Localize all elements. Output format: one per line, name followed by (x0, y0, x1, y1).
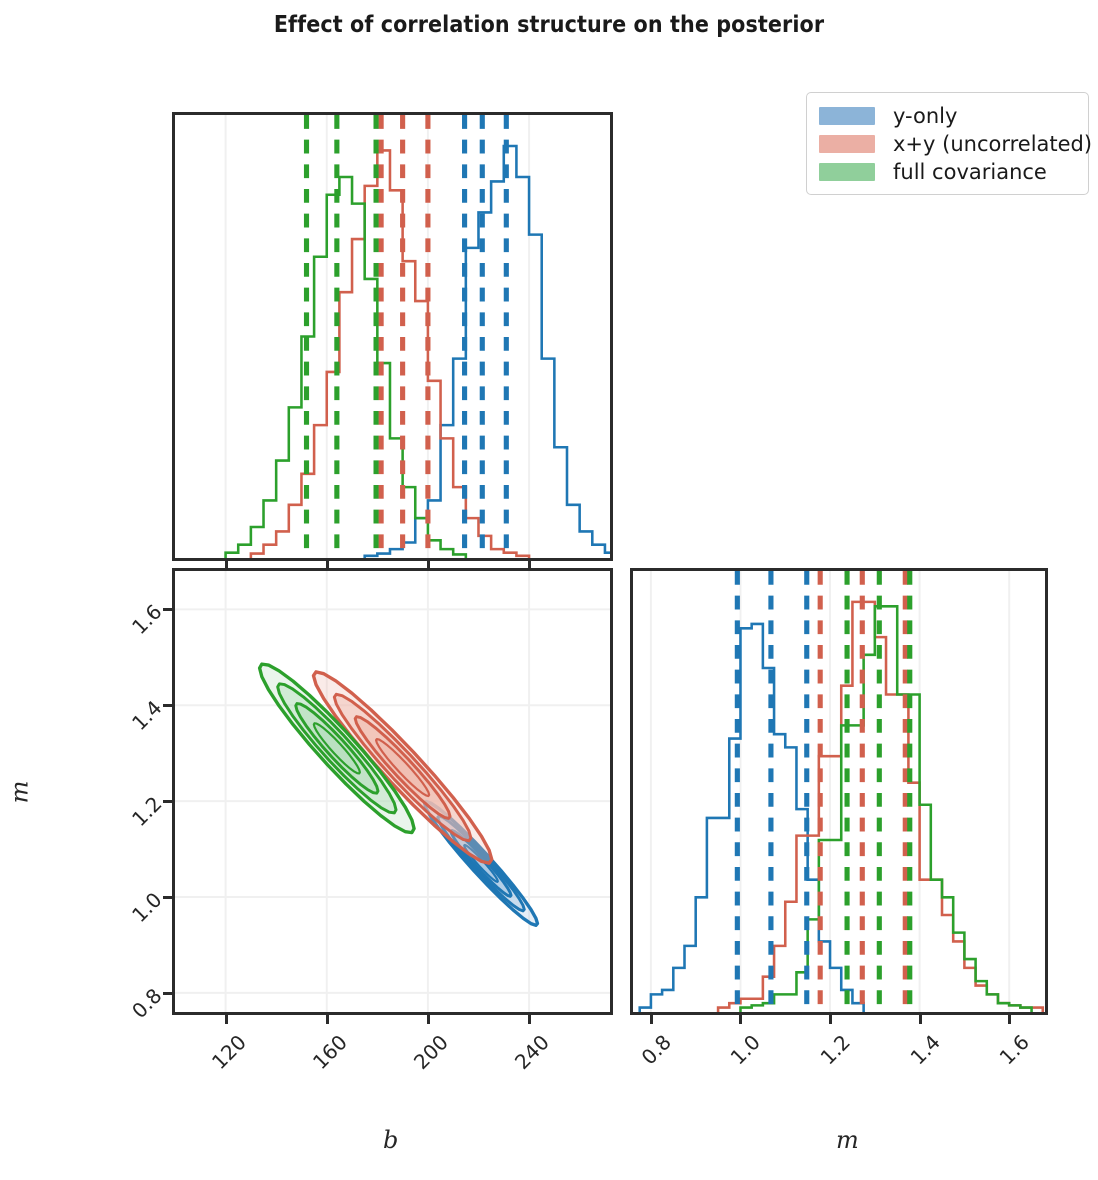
histogram-traces-m (638, 571, 1045, 1012)
y-tick-label: 1.4 (127, 695, 167, 736)
x-tick-label: 160 (307, 1030, 352, 1074)
axis-tick (163, 991, 172, 995)
x-tick-label: 200 (408, 1030, 453, 1074)
axis-tick (1008, 1015, 1012, 1024)
axis-tick (649, 1015, 653, 1024)
gridlines-contour (175, 571, 610, 1012)
yaxis-label-m: m (5, 780, 34, 804)
axis-tick (163, 704, 172, 708)
legend-item-2[interactable]: full covariance (819, 158, 1076, 186)
panel-m-histogram (630, 568, 1048, 1015)
legend: y-only x+y (uncorrelated) full covarianc… (806, 92, 1092, 195)
axis-tick (918, 1015, 922, 1024)
x-tick-label: 240 (510, 1030, 555, 1074)
panel-b-histogram (172, 112, 613, 561)
axis-tick (224, 1015, 228, 1024)
legend-label: y-only (893, 104, 958, 128)
figure-title: Effect of correlation structure on the p… (273, 12, 825, 38)
legend-swatch-icon (819, 107, 875, 125)
axis-tick (426, 561, 430, 570)
y-tick-label: 0.8 (127, 983, 167, 1023)
x-tick-label: 1.4 (905, 1030, 945, 1070)
axis-tick (163, 800, 172, 804)
x-tick-label: 0.8 (636, 1030, 676, 1070)
x-tick-label: 1.6 (994, 1030, 1035, 1070)
axis-tick (739, 1015, 743, 1024)
axis-tick (829, 1015, 833, 1024)
xaxis-label-b: b (383, 1126, 399, 1154)
legend-item-0[interactable]: y-only (819, 102, 1076, 130)
xaxis-label-m: m (836, 1126, 859, 1154)
axis-tick (528, 561, 532, 570)
panel-bm-contour (172, 568, 613, 1015)
axis-tick (325, 561, 329, 570)
axis-tick (163, 895, 172, 899)
legend-swatch-icon (819, 135, 875, 153)
axis-tick (426, 1015, 430, 1024)
legend-item-1[interactable]: x+y (uncorrelated) (819, 130, 1092, 158)
histogram-traces-b (224, 115, 610, 558)
axis-tick (224, 561, 228, 570)
y-tick-label: 1.6 (127, 599, 167, 640)
contour-traces (257, 662, 540, 928)
x-tick-label: 1.2 (815, 1030, 856, 1070)
axis-tick (325, 1015, 329, 1024)
x-tick-label: 120 (206, 1030, 251, 1074)
y-tick-label: 1.0 (127, 887, 167, 927)
y-tick-label: 1.2 (127, 791, 167, 832)
legend-swatch-icon (819, 163, 875, 181)
axis-tick (528, 1015, 532, 1024)
legend-label: x+y (uncorrelated) (893, 132, 1093, 156)
axis-tick (163, 608, 172, 612)
x-tick-label: 1.0 (725, 1030, 766, 1070)
legend-label: full covariance (893, 160, 1047, 184)
